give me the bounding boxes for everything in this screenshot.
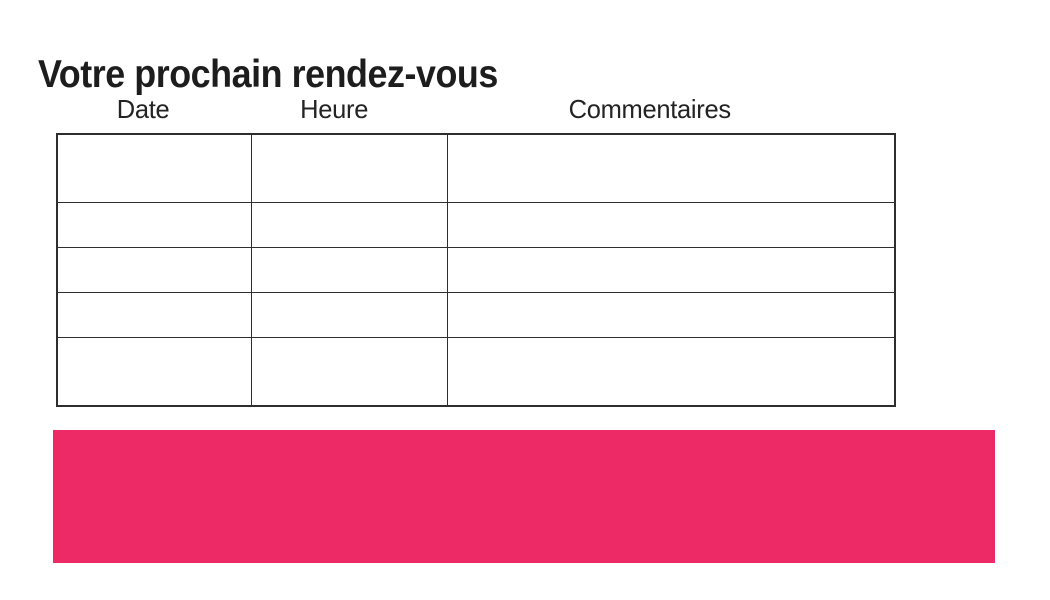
table-cell [250,292,448,339]
table-row [56,201,896,248]
table-cell [56,246,252,294]
table-cell [56,337,252,407]
table-header-row: Date Heure Commentaires [48,94,877,125]
table-cell [56,292,252,339]
column-header-commentaires: Commentaires [568,94,731,124]
table-cell [250,246,448,294]
table-cell [446,201,896,248]
appointments-table-body [56,133,896,407]
table-cell [250,133,448,203]
table-row [56,133,896,203]
table-row [56,246,896,294]
table-cell [446,133,896,203]
table-cell [250,201,448,248]
table-cell [250,337,448,407]
table-cell [446,246,896,294]
table-row [56,337,896,407]
column-header-heure: Heure [300,94,369,124]
table-cell [56,133,252,203]
page-title: Votre prochain rendez-vous [38,53,498,97]
appointments-table [56,133,896,407]
table-row [56,292,896,339]
table-cell [446,337,896,407]
table-cell [56,201,252,248]
column-header-date: Date [116,94,170,124]
table-cell [446,292,896,339]
promo-banner [53,430,995,563]
